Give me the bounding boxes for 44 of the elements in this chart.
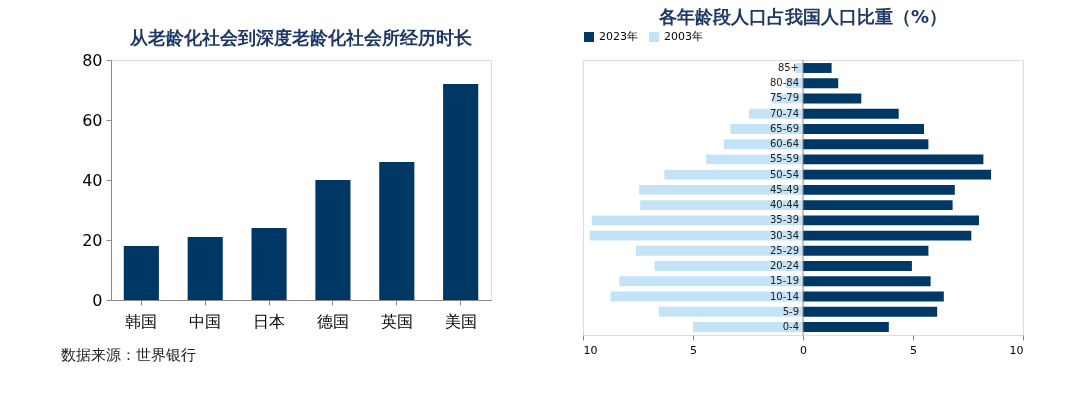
bar: [443, 84, 479, 300]
source-note: 数据来源：世界银行: [61, 347, 196, 363]
y-tick-label: 65-69: [769, 122, 799, 134]
y-tick-label: 80-84: [769, 77, 799, 89]
y-tick-label: 45-49: [769, 183, 799, 195]
y-tick-label: 40: [82, 170, 103, 190]
y-tick-label: 0: [92, 290, 103, 310]
bar: [123, 246, 159, 300]
y-tick-label: 35-39: [769, 214, 799, 226]
y-tick-label: 70-74: [769, 107, 799, 119]
chart-title: 各年龄段人口占我国人口比重（%）: [657, 6, 948, 27]
y-tick-label: 55-59: [769, 153, 799, 165]
y-tick-label: 30-34: [769, 229, 799, 241]
x-tick-label: 5: [690, 343, 697, 357]
y-tick-label: 80: [82, 50, 103, 70]
y-tick-label: 15-19: [769, 275, 799, 287]
x-tick-label: 英国: [380, 312, 413, 330]
x-tick-label: 日本: [253, 312, 286, 330]
y-tick-label: 20-24: [769, 260, 799, 272]
y-tick-label: 5-9: [782, 305, 799, 317]
x-tick-label: 5: [910, 343, 917, 357]
y-tick-label: 40-44: [769, 199, 799, 211]
y-tick-label: 25-29: [769, 244, 799, 256]
y-tick-label: 0-4: [782, 321, 799, 332]
chart-title: 从老龄化社会到深度老龄化社会所经历时长: [129, 27, 473, 48]
bar: [251, 228, 287, 300]
x-tick-label: 10: [1009, 343, 1024, 357]
y-tick-label: 60: [82, 110, 103, 130]
legend-label: 2003年: [664, 30, 703, 43]
x-tick-label: 中国: [189, 312, 222, 330]
bar: [315, 180, 351, 300]
legend-label: 2023年: [599, 30, 638, 43]
y-tick-label: 50-54: [769, 168, 799, 180]
x-tick-label: 10: [583, 343, 598, 357]
bar: [187, 237, 223, 300]
y-tick-label: 60-64: [769, 138, 799, 150]
x-tick-label: 德国: [316, 312, 349, 330]
y-tick-label: 75-79: [769, 92, 799, 104]
y-tick-label: 85+: [777, 62, 799, 73]
bar: [379, 162, 415, 300]
x-tick-label: 韩国: [125, 312, 158, 330]
y-tick-label: 20: [82, 230, 103, 250]
y-tick-label: 10-14: [769, 290, 799, 302]
x-tick-label: 美国: [444, 312, 477, 330]
